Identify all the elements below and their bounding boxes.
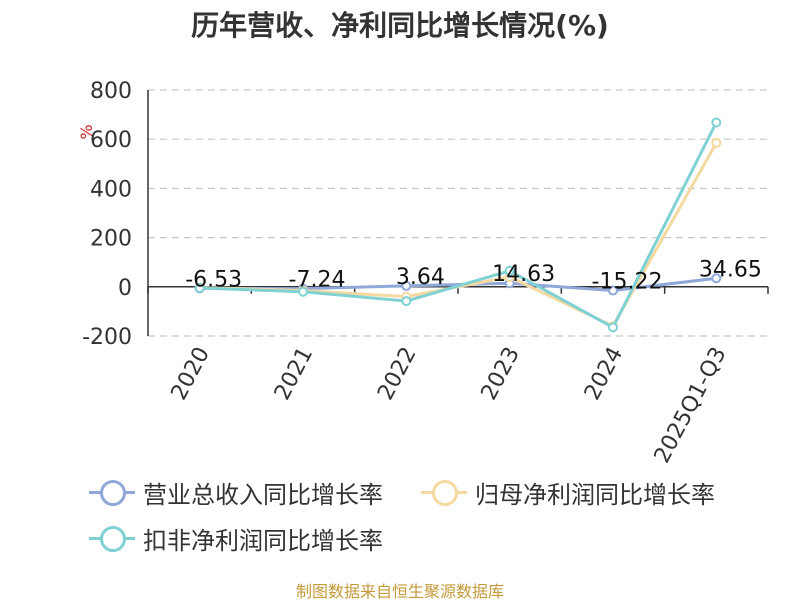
- data-point-0: [711, 273, 722, 284]
- legend-item-deducted-net-profit[interactable]: 扣非净利润同比增长率: [85, 520, 383, 556]
- y-tick-label: 200: [90, 227, 132, 252]
- x-tick-label: 2024: [580, 343, 628, 404]
- data-point-2: [608, 322, 618, 333]
- data-point-0: [401, 280, 412, 291]
- legend-marker-revenue: [85, 474, 139, 510]
- data-label: 34.65: [699, 257, 762, 282]
- data-point-2: [711, 117, 722, 128]
- data-label: 14.63: [492, 262, 555, 287]
- x-tick-label: 2025Q1-Q3: [650, 343, 732, 467]
- legend-label-revenue: 营业总收入同比增长率: [143, 480, 383, 509]
- legend-label-deducted-net-profit: 扣非净利润同比增长率: [143, 526, 383, 555]
- data-label: 3.64: [396, 265, 445, 290]
- legend-item-revenue[interactable]: 营业总收入同比增长率: [85, 474, 383, 510]
- data-label: -6.53: [185, 267, 242, 292]
- series-line-2: [199, 121, 718, 329]
- data-point-2: [401, 296, 412, 307]
- data-point-1: [711, 137, 722, 148]
- x-tick-label: 2022: [373, 343, 421, 404]
- source-footer: 制图数据来自恒生聚源数据库: [295, 582, 504, 601]
- data-label: -7.24: [289, 268, 346, 293]
- data-point-0: [608, 285, 618, 296]
- y-tick-label: 0: [118, 276, 132, 301]
- series-line-1: [199, 142, 718, 328]
- x-tick-label: 2020: [167, 343, 215, 404]
- y-tick-label: 600: [90, 128, 132, 153]
- legend-label-net-profit: 归母净利润同比增长率: [475, 480, 715, 509]
- data-point-2: [504, 265, 515, 276]
- data-point-2: [298, 286, 308, 297]
- x-tick-label: 2021: [270, 343, 318, 404]
- y-tick-label: -200: [82, 325, 132, 350]
- x-tick-label: 2023: [477, 343, 525, 404]
- legend-item-net-profit[interactable]: 归母净利润同比增长率: [417, 474, 715, 510]
- y-tick-label: 400: [90, 177, 132, 202]
- legend-marker-deducted-net-profit: [85, 520, 139, 556]
- y-tick-label: 800: [90, 79, 132, 104]
- legend-marker-net-profit: [417, 474, 471, 510]
- y-axis-unit-label: %: [77, 124, 96, 139]
- data-label: -15.22: [592, 270, 663, 295]
- chart-title: 历年营收、净利同比增长情况(%): [191, 9, 609, 42]
- data-point-2: [194, 283, 205, 294]
